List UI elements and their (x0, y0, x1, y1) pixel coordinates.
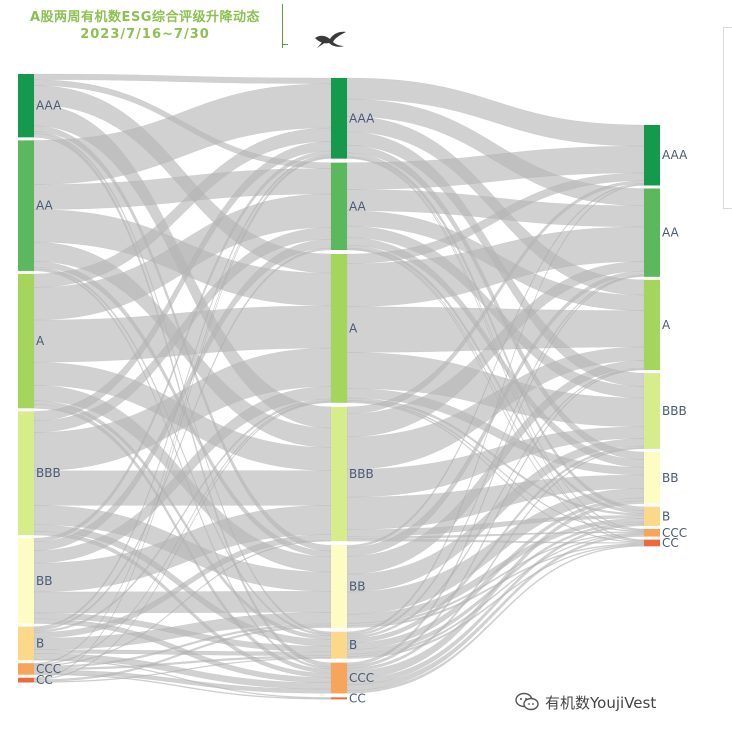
sankey-label-s3_BB: BB (662, 471, 678, 485)
header-divider-tick (283, 44, 288, 45)
sankey-label-s2_CCC: CCC (349, 671, 374, 685)
sankey-link-s1_AAA-s2_AAA (33, 73, 332, 85)
sankey-node-s2_A (331, 254, 347, 403)
sankey-label-s1_A: A (36, 334, 45, 348)
sankey-node-s1_AAA (18, 74, 34, 138)
sankey-nodes (18, 74, 660, 700)
sankey-label-s3_CC: CC (662, 536, 679, 550)
sankey-label-s2_AAA: AAA (349, 111, 375, 125)
sankey-label-s1_B: B (36, 636, 44, 650)
chart-header: A股两周有机数ESG综合评级升降动态 2023/7/16~7/30 (0, 0, 280, 50)
sankey-label-s1_AAA: AAA (36, 99, 62, 113)
sankey-node-s2_AA (331, 162, 347, 250)
sankey-node-s3_CC (644, 539, 660, 547)
sankey-node-s3_BB (644, 451, 660, 504)
header-divider (282, 4, 283, 48)
sankey-node-s1_BB (18, 538, 34, 624)
sankey-node-s1_AA (18, 140, 34, 271)
sankey-node-s2_CCC (331, 662, 347, 694)
sankey-node-s3_CCC (644, 528, 660, 537)
sankey-node-s2_AAA (331, 78, 347, 159)
sankey-node-s3_A (644, 279, 660, 371)
wechat-icon (515, 692, 539, 711)
sankey-link-s2_CCC-s3_CC (346, 545, 645, 694)
sankey-node-s2_BBB (331, 406, 347, 542)
sankey-label-s3_CCC: CCC (662, 526, 687, 540)
watermark: 有机数YoujiVest (515, 690, 656, 714)
sankey-node-s3_AA (644, 188, 660, 277)
sankey-label-s3_AA: AA (662, 226, 680, 240)
sankey-node-s1_BBB (18, 411, 34, 536)
sankey-label-s3_B: B (662, 509, 670, 523)
sankey-node-s1_A (18, 273, 34, 409)
sankey-node-s2_BB (331, 545, 347, 628)
sankey-label-s2_BB: BB (349, 579, 365, 593)
swallow-icon (315, 31, 346, 48)
sankey-node-s3_B (644, 506, 660, 526)
sankey-node-s1_CCC (18, 663, 34, 675)
sankey-link-s1_CCC-s2_BBB (33, 539, 332, 667)
sankey-node-s3_BBB (644, 373, 660, 449)
sankey-label-s2_CC: CC (349, 691, 366, 705)
sankey-label-s3_BBB: BBB (662, 404, 687, 418)
sankey-label-s1_CC: CC (36, 673, 53, 687)
chart-title: A股两周有机数ESG综合评级升降动态 (30, 10, 260, 25)
sankey-label-s1_BBB: BBB (36, 466, 61, 480)
sankey-link-s1_BB-s2_BB (33, 591, 332, 614)
sankey-label-s1_BB: BB (36, 574, 52, 588)
sankey-label-s1_AA: AA (36, 199, 54, 213)
sankey-node-s1_B (18, 626, 34, 661)
sankey-labels: AAAAAABBBBBBCCCCCAAAAAABBBBBBCCCCCAAAAAA… (36, 99, 688, 706)
sankey-node-s1_CC (18, 677, 34, 683)
sankey-label-s3_A: A (662, 318, 671, 332)
watermark-text: 有机数YoujiVest (545, 693, 657, 712)
sankey-label-s1_CCC: CCC (36, 662, 61, 676)
sankey-label-s2_BBB: BBB (349, 467, 374, 481)
side-panel-frame (723, 27, 732, 209)
sankey-node-s2_CC (331, 697, 347, 700)
sankey-node-s2_B (331, 631, 347, 659)
sankey-label-s2_B: B (349, 638, 357, 652)
sankey-node-s3_AAA (644, 125, 660, 186)
sankey-link-s2_CCC-s3_A (346, 368, 645, 669)
sankey-label-s2_AA: AA (349, 199, 367, 213)
sankey-label-s3_AAA: AAA (662, 148, 688, 162)
sankey-label-s2_A: A (349, 321, 358, 335)
chart-subtitle: 2023/7/16~7/30 (80, 27, 210, 42)
sankey-links (33, 73, 645, 700)
